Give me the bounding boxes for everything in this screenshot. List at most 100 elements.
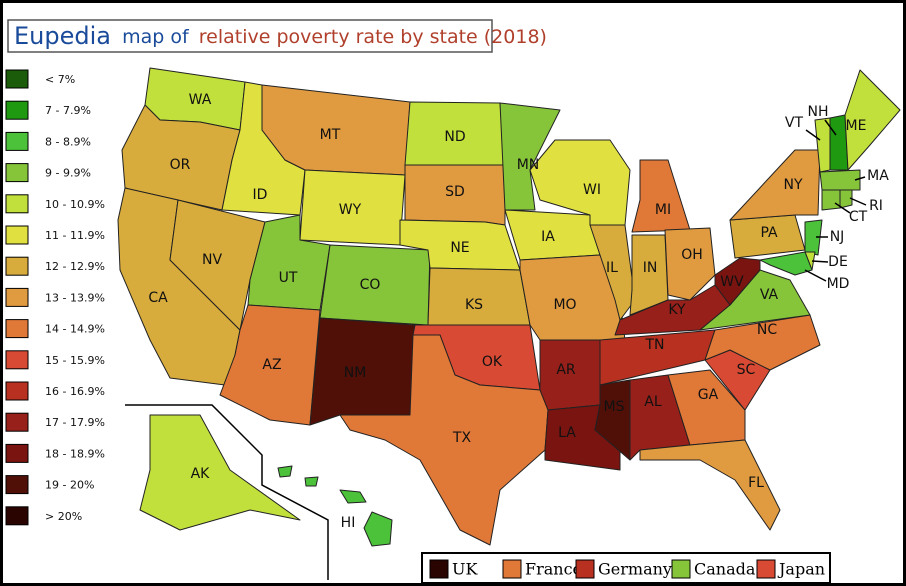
state-shape [339, 334, 549, 546]
state-label: TN [644, 337, 664, 353]
state-label: SC [737, 362, 756, 378]
state-label: MS [604, 399, 625, 415]
legend-swatch [5, 131, 29, 151]
state-shape [839, 189, 853, 209]
state-label: NC [757, 322, 777, 338]
state-label: CO [360, 277, 381, 293]
state-label: HI [341, 515, 356, 531]
state-label: NM [344, 365, 367, 381]
state-shape [759, 251, 813, 276]
state-shape [664, 227, 716, 301]
country-label: Germany [598, 560, 672, 579]
legend-label: > 20% [45, 510, 82, 523]
state-label: MA [867, 168, 889, 184]
state-label: WY [339, 202, 362, 218]
state-label: MD [827, 276, 850, 292]
legend-label: 7 - 7.9% [45, 104, 91, 117]
state-label: GA [698, 387, 719, 403]
state-label: CA [148, 290, 168, 306]
state-label: WV [720, 274, 744, 290]
state-label: AK [191, 466, 211, 482]
state-label: IA [541, 229, 555, 245]
legend-swatch [5, 194, 29, 214]
state-label: UT [279, 270, 298, 286]
country-label: Canada [694, 560, 756, 579]
legend-swatch [5, 443, 29, 463]
brand: Eupedia [14, 22, 111, 50]
state-label: CT [849, 209, 868, 225]
legend-label: 16 - 16.9% [45, 385, 105, 398]
state-label: SD [445, 184, 465, 200]
legend-label: 18 - 18.9% [45, 447, 105, 460]
title-b: relative poverty rate by state (2018) [199, 26, 547, 48]
state-label: ME [846, 118, 867, 134]
title-box [7, 19, 493, 53]
state-label: DE [828, 254, 848, 270]
state-label: IL [606, 260, 618, 276]
state-shape [247, 214, 331, 311]
legend-swatch [5, 350, 29, 370]
country-label: UK [452, 560, 478, 579]
legend-label: 12 - 12.9% [45, 260, 105, 273]
state-label: VA [760, 287, 779, 303]
state-shape [499, 102, 561, 211]
legend-label: 10 - 10.9% [45, 198, 105, 211]
leader-line [824, 119, 837, 136]
country-swatch [429, 559, 449, 579]
leader-line [811, 260, 829, 263]
legend-label: 11 - 11.9% [45, 229, 105, 242]
state-shape [821, 189, 841, 211]
state-label: VT [785, 115, 804, 131]
state-label: FL [748, 475, 764, 491]
state-label: AZ [262, 357, 281, 373]
state-label: KS [465, 297, 483, 313]
state-label: WI [583, 182, 601, 198]
leader-line [854, 176, 866, 181]
state-shape [219, 304, 321, 426]
state-label: IN [643, 260, 658, 276]
state-shape [139, 414, 301, 531]
state-shape [667, 369, 746, 446]
legend-label: < 7% [45, 73, 75, 86]
state-label: MT [320, 127, 341, 143]
state-label: MI [655, 202, 671, 218]
state-shape [844, 69, 901, 171]
state-label: MO [553, 297, 576, 313]
state-label: KY [668, 302, 686, 318]
legend-label: 13 - 13.9% [45, 291, 105, 304]
state-label: NJ [830, 229, 845, 245]
state-label: MN [517, 157, 540, 173]
country-swatch [502, 559, 522, 579]
state-label: OK [482, 354, 503, 370]
state-shape [819, 169, 861, 191]
legend-label: 15 - 15.9% [45, 354, 105, 367]
legend-swatch [5, 506, 29, 526]
legend-swatch [5, 163, 29, 183]
country-swatch [756, 559, 776, 579]
country-swatch [671, 559, 691, 579]
legend-label: 9 - 9.9% [45, 167, 91, 180]
legend-label: 17 - 17.9% [45, 416, 105, 429]
legend-swatch [5, 475, 29, 495]
legend-swatch [5, 319, 29, 339]
state-shape [169, 199, 266, 331]
state-label: NY [783, 177, 802, 193]
legend-label: 19 - 20% [45, 479, 94, 492]
state-label: RI [869, 198, 883, 214]
state-label: ND [444, 129, 465, 145]
state-label: NH [808, 104, 829, 120]
leader-line [805, 129, 821, 141]
state-label: OH [681, 247, 703, 263]
state-label: PA [760, 225, 778, 241]
state-label: OR [170, 157, 191, 173]
state-shape [631, 159, 691, 233]
legend-label: 14 - 14.9% [45, 323, 105, 336]
legend-swatch [5, 287, 29, 307]
legend-swatch [5, 69, 29, 89]
legend-swatch [5, 225, 29, 245]
state-shape [714, 257, 761, 306]
country-label: France [525, 560, 582, 579]
state-label: NE [450, 240, 469, 256]
legend-label: 8 - 8.9% [45, 135, 91, 148]
